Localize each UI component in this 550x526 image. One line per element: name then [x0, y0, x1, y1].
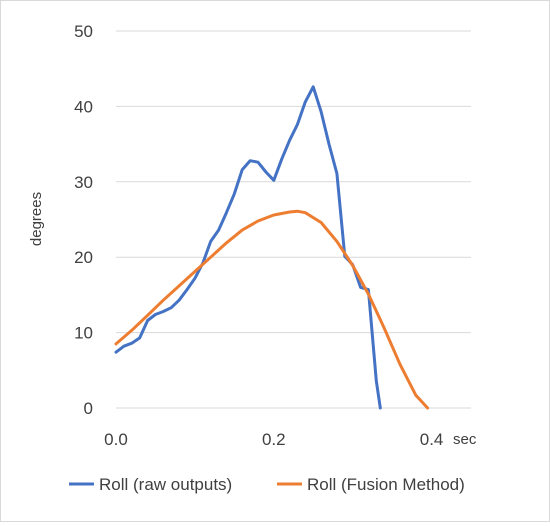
y-tick-0: 0 [84, 399, 93, 418]
series-line-1 [114, 85, 382, 410]
series-line-2 [114, 209, 430, 410]
series-lines [114, 85, 430, 410]
x-tick-0.2: 0.2 [262, 430, 286, 449]
y-tick-50: 50 [74, 22, 93, 41]
gridlines [116, 30, 471, 409]
y-tick-labels: 0 10 20 30 40 50 [74, 22, 93, 418]
legend-label-1: Roll (raw outputs) [99, 475, 232, 494]
y-tick-20: 20 [74, 248, 93, 267]
legend-label-2: Roll (Fusion Method) [307, 475, 465, 494]
x-tick-0.0: 0.0 [104, 430, 128, 449]
legend: Roll (raw outputs) Roll (Fusion Method) [69, 475, 465, 494]
y-tick-10: 10 [74, 324, 93, 343]
y-tick-30: 30 [74, 173, 93, 192]
x-tick-0.4: 0.4 [420, 430, 444, 449]
x-tick-labels: 0.0 0.2 0.4 [104, 430, 443, 449]
x-axis-unit: sec [453, 431, 477, 448]
y-axis-label: degrees [28, 192, 45, 246]
y-tick-40: 40 [74, 97, 93, 116]
